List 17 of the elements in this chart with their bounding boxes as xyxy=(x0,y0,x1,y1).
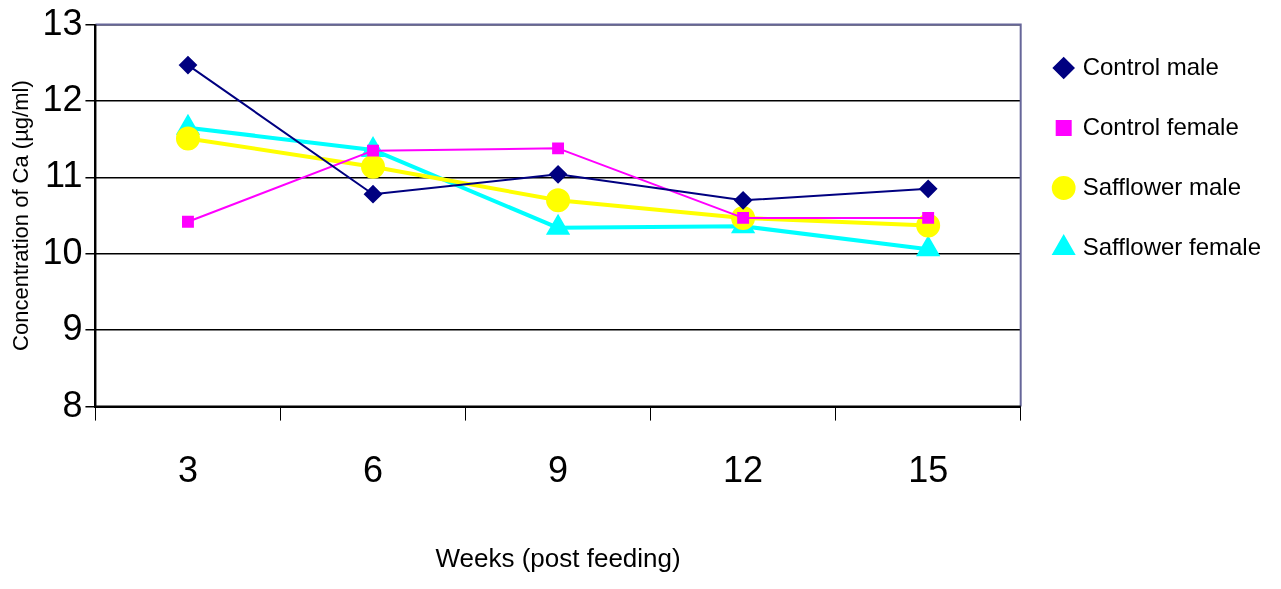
legend-label: Safflower female xyxy=(1082,232,1261,260)
legend-label: Control male xyxy=(1082,52,1219,80)
y-tick-label: 10 xyxy=(42,230,83,272)
y-tick-label: 11 xyxy=(45,154,83,196)
x-tick-label: 9 xyxy=(548,449,569,491)
y-tick-label: 8 xyxy=(62,383,83,425)
x-tick-label: 15 xyxy=(908,449,949,491)
y-tick-label: 13 xyxy=(42,1,83,43)
x-tick-label: 12 xyxy=(723,449,764,491)
y-tick-label: 9 xyxy=(62,307,83,349)
y-tick-label: 12 xyxy=(42,77,83,119)
x-tick-label: 6 xyxy=(363,449,384,491)
x-axis-title: Weeks (post feeding) xyxy=(435,542,681,573)
legend-label: Safflower male xyxy=(1082,172,1241,200)
x-tick-label: 3 xyxy=(177,449,198,491)
legend-label: Control female xyxy=(1082,112,1239,140)
y-axis-title: Concentration of Ca (µg/ml) xyxy=(8,80,34,351)
